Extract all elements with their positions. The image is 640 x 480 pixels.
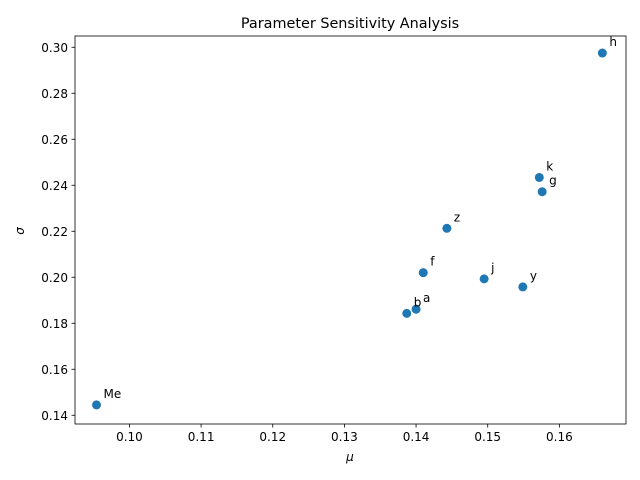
y-tick-label: 0.28 <box>41 87 68 101</box>
scatter-point-b <box>402 308 412 318</box>
y-tick-label: 0.24 <box>41 179 68 193</box>
y-tick-label: 0.22 <box>41 225 68 239</box>
scatter-point-h <box>597 48 607 58</box>
plot-area: Me b a f z j y kg h <box>74 35 627 425</box>
y-tick-label: 0.18 <box>41 317 68 331</box>
x-tick-label: 0.16 <box>546 430 573 444</box>
x-tick-label: 0.10 <box>116 430 143 444</box>
point-label-h: h <box>609 35 617 49</box>
x-tick-label: 0.12 <box>259 430 286 444</box>
point-label-y: y <box>530 269 537 283</box>
scatter-point-k <box>534 172 544 182</box>
scatter-point-me <box>91 400 101 410</box>
y-axis-ticks: 0.14 0.16 0.18 0.20 0.22 0.24 0.26 0.28 0.30 <box>41 41 75 423</box>
scatter-point-a <box>411 304 421 314</box>
x-axis-ticks: 0.10 0.11 0.12 0.13 0.14 0.15 0.16 <box>116 424 573 444</box>
x-tick-label: 0.11 <box>188 430 215 444</box>
points-layer <box>91 48 607 410</box>
scatter-point-y <box>518 282 528 292</box>
point-labels-layer: Me b a f z j y kg h <box>103 35 616 401</box>
scatter-point-z <box>442 223 452 233</box>
y-tick-label: 0.30 <box>41 41 68 55</box>
x-tick-label: 0.15 <box>474 430 501 444</box>
x-tick-label: 0.13 <box>331 430 358 444</box>
point-label-f: f <box>430 255 435 269</box>
y-tick-label: 0.26 <box>41 133 68 147</box>
point-label-a: a <box>423 291 430 305</box>
y-tick-label: 0.14 <box>41 409 68 423</box>
chart-title: Parameter Sensitivity Analysis <box>241 16 459 32</box>
point-label-me: Me <box>103 387 121 401</box>
scatter-point-f <box>418 268 428 278</box>
x-axis-label: μ <box>345 450 354 464</box>
point-label-z: z <box>454 210 460 224</box>
scatter-point-j <box>479 274 489 284</box>
y-tick-label: 0.16 <box>41 363 68 377</box>
x-tick-label: 0.14 <box>403 430 430 444</box>
y-tick-label: 0.20 <box>41 271 68 285</box>
point-label-j: j <box>490 261 494 275</box>
y-axis-label: σ <box>13 227 27 235</box>
scatter-point-g <box>537 187 547 197</box>
point-label-g: g <box>549 174 557 188</box>
point-label-k: k <box>546 159 553 173</box>
point-label-b: b <box>414 295 422 309</box>
axes-frame <box>74 35 627 425</box>
